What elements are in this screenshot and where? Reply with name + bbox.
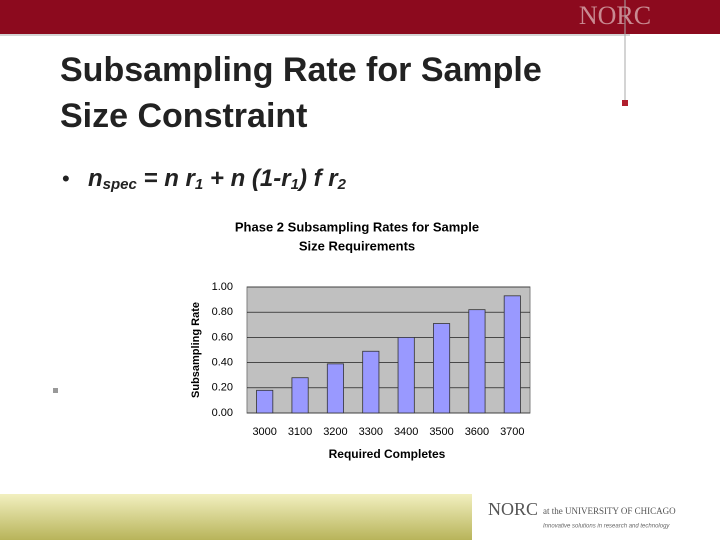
bar	[503, 295, 521, 414]
formula-part: ) f r	[296, 165, 339, 192]
x-axis-label: Required Completes	[329, 447, 446, 461]
formula-subscript: 1	[195, 176, 203, 193]
bar	[397, 336, 415, 414]
bar	[291, 377, 309, 414]
x-tick-label: 3300	[359, 426, 383, 438]
bar	[468, 309, 486, 414]
y-tick-label: 0.20	[212, 382, 233, 394]
chart-title: Size Requirements	[299, 238, 415, 253]
footer-logo-panel	[472, 492, 720, 540]
formula-subscript: 2	[337, 176, 347, 193]
accent-square	[53, 388, 58, 393]
formula-subscript: spec	[103, 176, 138, 193]
y-axis-label: Subsampling Rate	[190, 302, 202, 398]
y-tick-label: 0.80	[212, 306, 233, 318]
bar	[433, 323, 451, 414]
accent-square	[622, 100, 628, 106]
slide-title: Subsampling Rate for Sample	[60, 51, 542, 89]
x-tick-label: 3500	[429, 426, 453, 438]
formula-part: n	[88, 165, 103, 192]
bar	[326, 363, 344, 414]
formula: nspec = n r1 + n (1-r1) f r2	[88, 165, 347, 193]
formula-part: + n (1-r	[203, 165, 292, 192]
y-tick-label: 1.00	[212, 281, 233, 293]
x-tick-label: 3200	[323, 426, 347, 438]
x-tick-label: 3400	[394, 426, 418, 438]
x-tick-label: 3600	[465, 426, 489, 438]
formula-subscript: 1	[291, 176, 299, 193]
slide-title: Size Constraint	[60, 97, 307, 135]
header-logo: NORC	[579, 1, 651, 30]
plot-area	[246, 286, 531, 414]
x-tick-label: 3700	[500, 426, 524, 438]
y-tick-label: 0.40	[212, 357, 233, 369]
bullet: •	[62, 166, 70, 191]
bar	[256, 389, 274, 414]
bar	[362, 350, 380, 414]
header-banner	[0, 0, 720, 34]
y-tick-label: 0.60	[212, 331, 233, 343]
footer-tagline: Innovative solutions in research and tec…	[543, 524, 670, 530]
footer-logo: NORC	[488, 499, 538, 519]
y-tick-label: 0.00	[212, 407, 233, 419]
x-tick-label: 3000	[252, 426, 276, 438]
footer-affiliation: at the UNIVERSITY OF CHICAGO	[543, 506, 676, 516]
x-tick-label: 3100	[288, 426, 312, 438]
chart-title: Phase 2 Subsampling Rates for Sample	[235, 219, 479, 234]
formula-part: = n r	[137, 165, 197, 192]
